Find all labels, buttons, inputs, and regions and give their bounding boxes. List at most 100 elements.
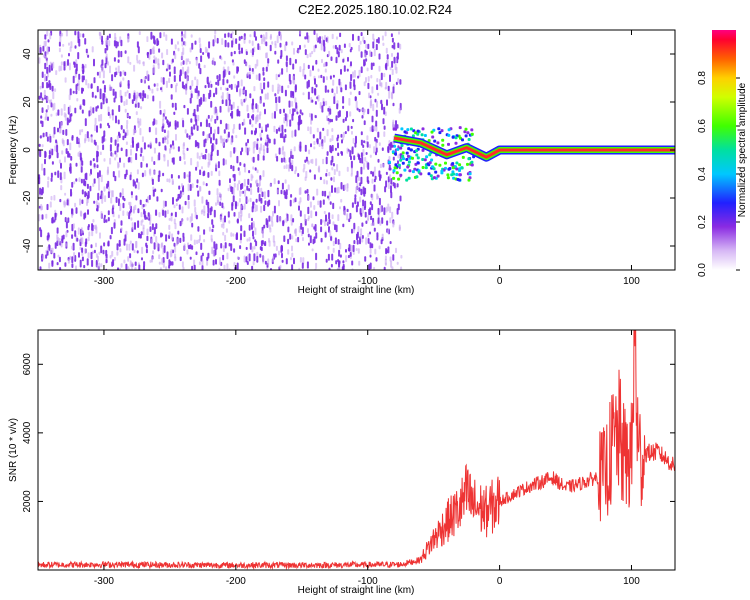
noise-cell xyxy=(252,166,255,170)
noise-cell xyxy=(221,202,224,209)
noise-cell xyxy=(315,262,318,269)
noise-cell xyxy=(43,167,46,176)
noise-cell xyxy=(365,220,368,224)
noise-cell xyxy=(243,86,246,90)
noise-cell xyxy=(302,257,305,264)
noise-cell xyxy=(226,252,229,260)
transition-cell xyxy=(468,172,472,176)
noise-cell xyxy=(193,259,196,267)
noise-cell xyxy=(369,231,371,235)
noise-cell xyxy=(204,85,207,89)
noise-cell xyxy=(285,41,288,46)
noise-cell xyxy=(352,118,355,123)
noise-cell xyxy=(155,209,158,216)
noise-cell xyxy=(41,120,44,128)
noise-cell xyxy=(205,119,208,128)
noise-cell xyxy=(273,138,276,145)
noise-cell xyxy=(259,100,262,104)
noise-cell xyxy=(367,233,370,238)
noise-cell xyxy=(350,160,353,169)
noise-cell xyxy=(324,232,327,238)
noise-cell xyxy=(334,237,337,245)
noise-cell xyxy=(337,142,339,149)
noise-cell xyxy=(350,167,353,175)
noise-cell xyxy=(379,82,382,87)
transition-cell xyxy=(432,167,436,171)
noise-cell xyxy=(155,119,158,125)
noise-cell xyxy=(391,211,394,219)
noise-cell xyxy=(217,161,220,169)
noise-cell xyxy=(330,160,333,166)
noise-cell xyxy=(248,147,251,152)
noise-cell xyxy=(128,268,131,270)
noise-cell xyxy=(104,63,107,69)
noise-cell xyxy=(117,267,119,270)
noise-cell xyxy=(166,251,169,260)
noise-cell xyxy=(238,211,241,219)
noise-cell xyxy=(151,178,154,185)
noise-cell xyxy=(58,47,61,53)
noise-cell xyxy=(391,266,394,270)
noise-cell xyxy=(107,210,110,216)
noise-cell xyxy=(321,219,324,223)
noise-cell xyxy=(360,131,363,136)
noise-cell xyxy=(164,200,167,207)
noise-cell xyxy=(243,178,246,187)
noise-cell xyxy=(87,236,90,242)
noise-cell xyxy=(172,197,174,205)
noise-cell xyxy=(291,113,294,121)
noise-cell xyxy=(391,37,394,43)
noise-cell xyxy=(148,169,151,174)
noise-cell xyxy=(324,34,326,40)
noise-cell xyxy=(351,228,353,234)
noise-cell xyxy=(325,76,328,81)
noise-cell xyxy=(276,189,279,194)
noise-cell xyxy=(285,164,288,169)
noise-cell xyxy=(193,239,196,245)
noise-cell xyxy=(189,256,192,260)
noise-cell xyxy=(117,65,120,74)
noise-cell xyxy=(263,242,266,246)
noise-cell xyxy=(313,146,316,150)
noise-cell xyxy=(344,131,347,135)
noise-cell xyxy=(122,70,125,75)
noise-cell xyxy=(53,252,56,259)
noise-cell xyxy=(182,120,185,128)
noise-cell xyxy=(285,217,288,223)
transition-cell xyxy=(467,157,471,161)
noise-cell xyxy=(267,58,270,64)
noise-cell xyxy=(346,110,348,118)
noise-cell xyxy=(136,178,139,183)
noise-cell xyxy=(134,103,137,108)
noise-cell xyxy=(60,121,63,129)
noise-cell xyxy=(158,152,161,161)
x-tick-label: -300 xyxy=(94,576,114,587)
noise-cell xyxy=(129,210,131,214)
noise-cell xyxy=(260,187,263,193)
noise-cell xyxy=(148,126,151,133)
noise-cell xyxy=(191,222,194,228)
noise-cell xyxy=(371,125,374,132)
noise-cell xyxy=(174,106,177,111)
noise-cell xyxy=(255,127,257,134)
noise-cell xyxy=(139,92,142,99)
noise-cell xyxy=(243,163,246,168)
noise-cell xyxy=(233,212,236,217)
noise-cell xyxy=(261,89,264,94)
transition-cell xyxy=(470,132,474,136)
noise-cell xyxy=(369,154,372,158)
noise-cell xyxy=(355,135,357,144)
noise-cell xyxy=(81,63,84,69)
noise-cell xyxy=(337,239,340,245)
noise-cell xyxy=(144,93,147,99)
noise-cell xyxy=(336,86,338,94)
noise-cell xyxy=(80,166,83,173)
noise-cell xyxy=(226,263,229,270)
noise-cell xyxy=(397,78,400,84)
noise-cell xyxy=(168,265,171,269)
noise-cell xyxy=(175,203,178,207)
noise-cell xyxy=(220,86,222,91)
noise-cell xyxy=(81,252,84,256)
noise-cell xyxy=(230,51,233,57)
transition-cell xyxy=(451,162,455,166)
